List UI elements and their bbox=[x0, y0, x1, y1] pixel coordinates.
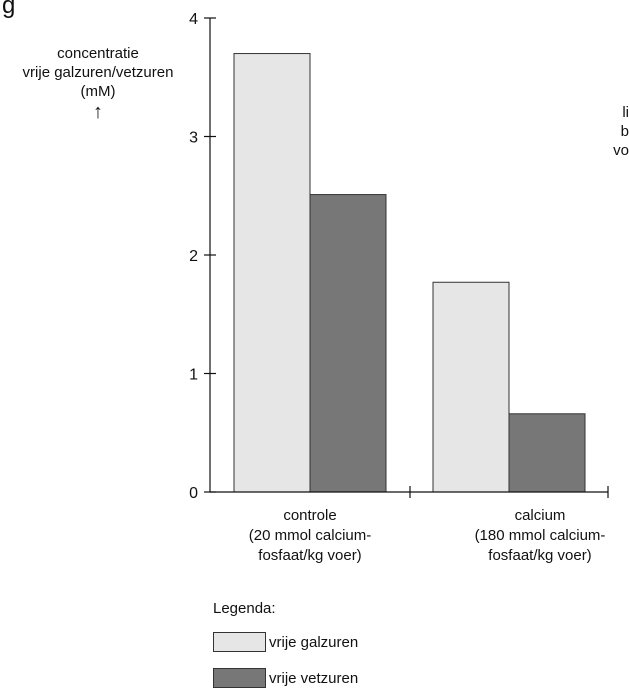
y-axis-label: concentratie vrije galzuren/vetzuren (mM… bbox=[8, 44, 188, 123]
y-axis-label-line-3: (mM) bbox=[80, 83, 116, 100]
legend-item-vetzuren: vrije vetzuren bbox=[213, 668, 358, 688]
legend-swatch-galzuren bbox=[213, 632, 266, 652]
x-category-label-controle-line-1: controle bbox=[283, 507, 336, 524]
y-tick-label-3: 3 bbox=[189, 130, 198, 147]
y-axis-label-line-1: concentratie bbox=[57, 45, 139, 62]
x-category-label-calcium-line-2: (180 mmol calcium- bbox=[475, 527, 606, 544]
x-category-label-calcium-line-1: calcium bbox=[515, 507, 566, 524]
legend-label-galzuren: vrije galzuren bbox=[269, 633, 359, 651]
cropped-text-line-1: li bbox=[622, 104, 629, 121]
legend-title: Legenda: bbox=[213, 600, 276, 617]
y-tick-label-2: 2 bbox=[189, 248, 198, 265]
legend-label-vetzuren: vrije vetzuren bbox=[269, 669, 359, 687]
y-tick-label-4: 4 bbox=[189, 11, 198, 28]
figure-number-fragment: g bbox=[2, 0, 16, 19]
cropped-text-line-3: vo bbox=[613, 142, 629, 159]
x-category-label-controle-line-3: fosfaat/kg voer) bbox=[258, 547, 361, 564]
up-arrow-icon: ↑ bbox=[93, 101, 103, 123]
cropped-side-text: li b vo bbox=[596, 103, 629, 160]
bar-calcium-vetzuren bbox=[508, 413, 586, 493]
bar-controle-vetzuren bbox=[309, 194, 387, 493]
legend-item-galzuren: vrije galzuren bbox=[213, 632, 358, 652]
y-tick-label-1: 1 bbox=[189, 367, 198, 384]
x-category-label-calcium-line-3: fosfaat/kg voer) bbox=[488, 547, 591, 564]
x-category-label-controle-line-2: (20 mmol calcium- bbox=[249, 527, 372, 544]
bar-controle-galzuren bbox=[233, 53, 311, 493]
legend-swatch-vetzuren bbox=[213, 668, 266, 688]
y-axis-label-line-2: vrije galzuren/vetzuren bbox=[22, 64, 174, 81]
bar-calcium-galzuren bbox=[432, 281, 510, 493]
y-tick-label-0: 0 bbox=[189, 485, 198, 502]
cropped-text-line-2: b bbox=[620, 123, 629, 140]
